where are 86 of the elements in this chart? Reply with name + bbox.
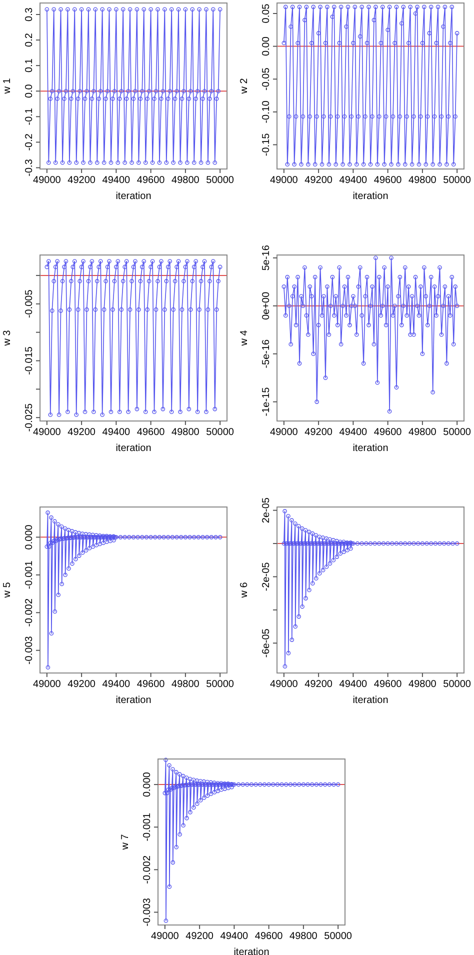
y-axis-title: w 6: [239, 582, 250, 599]
x-tick-label: 49800: [408, 175, 437, 186]
x-tick-label: 50000: [443, 427, 472, 438]
y-tick-label: 0.05: [261, 3, 272, 24]
x-tick-label: 49200: [304, 175, 333, 186]
x-axis-title: iteration: [352, 695, 388, 706]
x-tick-label: 49200: [68, 679, 96, 690]
y-tick-label: 0.1: [24, 58, 35, 73]
y-tick-label: -0.001: [24, 560, 35, 590]
x-tick-label: 49800: [290, 931, 318, 942]
x-tick-label: 49800: [408, 679, 437, 690]
x-tick-label: 49000: [33, 679, 62, 690]
y-tick-label: -0.003: [142, 898, 153, 926]
x-tick-label: 49000: [270, 679, 298, 690]
x-tick-label: 49400: [102, 679, 131, 690]
x-tick-label: 49200: [186, 931, 214, 942]
x-tick-label: 50000: [443, 679, 472, 690]
y-tick-label: -0.003: [24, 636, 35, 665]
y-tick-label: 0.000: [142, 772, 153, 798]
y-axis-title: w 1: [2, 78, 13, 95]
x-tick-label: 49800: [172, 175, 200, 186]
y-tick-label: -0.1: [24, 108, 35, 126]
y-axis-title: w 2: [239, 78, 250, 95]
y-tick-label: -0.001: [142, 812, 153, 842]
x-tick-label: 49400: [102, 427, 131, 438]
x-tick-label: 49600: [136, 427, 166, 438]
x-tick-label: 50000: [206, 175, 234, 186]
y-tick-label: 0.3: [24, 7, 35, 22]
x-tick-label: 49400: [339, 679, 368, 690]
x-axis-title: iteration: [352, 191, 388, 202]
y-tick-label: -0.015: [24, 346, 35, 375]
x-tick-label: 49400: [339, 175, 368, 186]
y-tick-label: -0.002: [142, 855, 153, 884]
y-axis-title: w 7: [120, 834, 131, 851]
x-tick-label: 49800: [172, 679, 200, 690]
y-tick-label: -1e-15: [261, 386, 272, 416]
y-tick-label: -6e-05: [261, 628, 272, 658]
x-tick-label: 49200: [304, 427, 333, 438]
x-tick-label: 49400: [102, 175, 131, 186]
y-tick-label: 0e+00: [261, 291, 272, 320]
x-tick-label: 49000: [270, 175, 298, 186]
y-axis-title: w 4: [239, 330, 250, 347]
y-tick-label: -0.3: [24, 158, 35, 176]
x-tick-label: 49600: [254, 931, 284, 942]
x-tick-label: 49000: [33, 427, 62, 438]
y-tick-label: -0.15: [261, 132, 272, 156]
y-tick-label: -0.002: [24, 598, 35, 627]
x-tick-label: 50000: [206, 427, 234, 438]
y-tick-label: -0.05: [261, 67, 272, 91]
x-tick-label: 49000: [151, 931, 180, 942]
y-tick-label: 0.000: [24, 524, 35, 550]
x-tick-label: 49200: [68, 427, 96, 438]
y-tick-label: 5e-16: [261, 244, 272, 271]
x-tick-label: 49000: [270, 427, 298, 438]
x-tick-label: 50000: [206, 679, 234, 690]
y-tick-label: 2e-05: [261, 497, 272, 524]
x-tick-label: 50000: [443, 175, 472, 186]
y-tick-label: -5e-16: [261, 338, 272, 368]
x-tick-label: 49800: [172, 427, 200, 438]
y-tick-label: 0.2: [24, 32, 35, 47]
y-axis-title: w 3: [2, 330, 13, 347]
x-axis-title: iteration: [116, 695, 152, 706]
x-axis-title: iteration: [234, 947, 270, 955]
x-axis-title: iteration: [116, 191, 152, 202]
x-tick-label: 49600: [374, 175, 402, 186]
x-tick-label: 49200: [68, 175, 96, 186]
x-axis-title: iteration: [116, 443, 152, 454]
x-tick-label: 49600: [136, 175, 166, 186]
x-tick-label: 49600: [374, 679, 402, 690]
x-tick-label: 49200: [304, 679, 333, 690]
x-tick-label: 49600: [374, 427, 402, 438]
y-tick-label: -0.005: [24, 289, 35, 318]
x-axis-title: iteration: [352, 443, 388, 454]
y-axis-title: w 5: [2, 582, 13, 599]
y-tick-label: -0.025: [24, 402, 35, 432]
x-tick-label: 49400: [220, 931, 249, 942]
y-tick-label: 0.00: [261, 36, 272, 56]
y-tick-label: -0.10: [261, 100, 272, 124]
x-tick-label: 49000: [33, 175, 62, 186]
x-tick-label: 49400: [339, 427, 368, 438]
x-tick-label: 49800: [408, 427, 437, 438]
y-tick-label: 0.0: [24, 84, 35, 98]
x-tick-label: 49600: [136, 679, 166, 690]
y-tick-label: -2e-05: [261, 562, 272, 592]
y-tick-label: -0.2: [24, 133, 35, 151]
x-tick-label: 50000: [324, 931, 352, 942]
